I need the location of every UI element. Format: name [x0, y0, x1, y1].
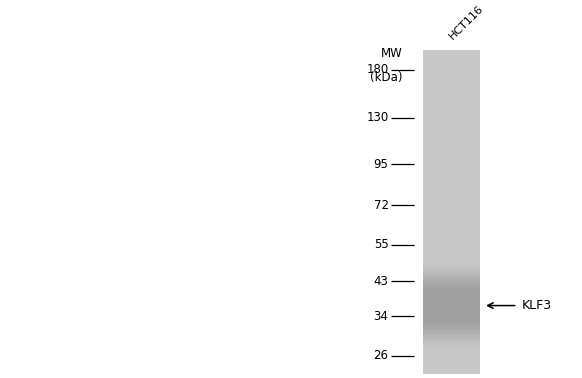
Bar	[423, 280, 480, 331]
Text: 26: 26	[374, 349, 389, 362]
Text: 130: 130	[366, 111, 389, 124]
Text: MW: MW	[381, 47, 403, 60]
Bar	[423, 286, 480, 325]
Bar	[423, 272, 480, 339]
Bar	[423, 266, 480, 345]
Bar	[423, 278, 480, 333]
Bar	[423, 270, 480, 341]
Bar	[423, 288, 480, 323]
Bar	[423, 268, 480, 343]
Text: 34: 34	[374, 310, 389, 322]
Text: KLF3: KLF3	[521, 299, 552, 312]
Bar	[423, 264, 480, 347]
Bar	[423, 274, 480, 337]
Bar	[423, 290, 480, 321]
Text: 55: 55	[374, 239, 389, 251]
Text: 72: 72	[374, 198, 389, 212]
Bar	[423, 284, 480, 327]
Bar	[423, 262, 480, 350]
Text: 95: 95	[374, 158, 389, 170]
Bar	[423, 290, 480, 321]
Bar	[423, 50, 480, 374]
Text: 180: 180	[366, 63, 389, 76]
Text: HCT116: HCT116	[448, 3, 485, 41]
Text: 43: 43	[374, 275, 389, 288]
Bar	[423, 276, 480, 335]
Text: (kDa): (kDa)	[370, 71, 403, 84]
Bar	[423, 282, 480, 329]
